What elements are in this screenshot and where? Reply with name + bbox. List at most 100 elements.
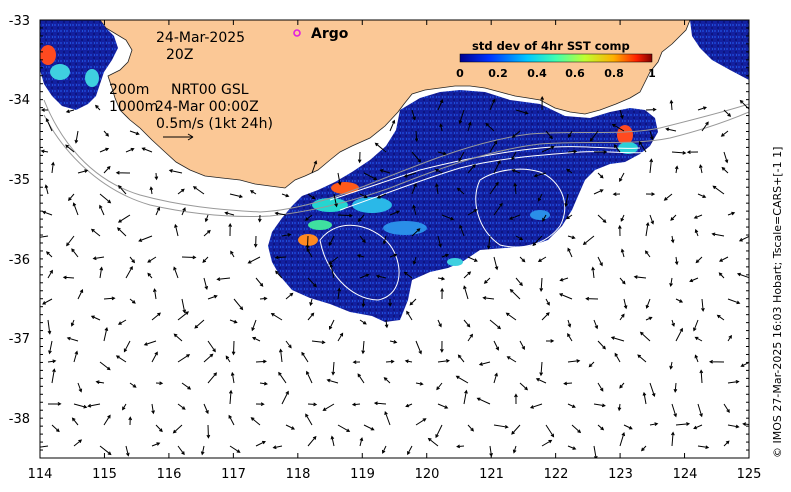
current-arrow — [281, 193, 290, 198]
x-axis-labels: 114 115 116 117 118 119 120 121 122 123 … — [28, 467, 762, 482]
current-arrow — [274, 211, 287, 216]
current-arrow — [129, 298, 136, 304]
current-arrow — [675, 298, 684, 303]
current-arrow — [673, 382, 678, 393]
current-arrow — [567, 333, 573, 342]
current-arrow — [611, 123, 625, 132]
current-arrow — [699, 369, 704, 384]
current-arrow — [90, 228, 101, 237]
current-arrow — [151, 351, 158, 363]
current-arrow — [412, 256, 417, 265]
current-arrow — [255, 440, 266, 447]
current-arrow — [485, 122, 495, 132]
current-arrow — [407, 445, 413, 456]
y-tick-label: -33 — [9, 14, 30, 29]
current-arrow — [125, 445, 130, 457]
current-arrow — [99, 193, 112, 204]
current-arrow — [406, 310, 413, 321]
current-arrow — [457, 354, 465, 363]
current-arrow — [307, 312, 315, 321]
current-arrow — [539, 361, 544, 377]
current-arrow — [285, 292, 294, 300]
current-arrow — [151, 312, 161, 321]
current-arrow — [748, 408, 749, 409]
current-arrow — [441, 253, 450, 258]
current-arrow — [375, 274, 387, 279]
current-arrow — [65, 144, 75, 153]
current-arrow — [77, 288, 84, 300]
current-arrow — [435, 182, 439, 195]
current-arrow — [519, 256, 526, 263]
current-arrow — [99, 445, 112, 456]
current-arrow — [412, 204, 417, 216]
current-arrow — [117, 214, 131, 223]
current-arrow — [363, 172, 378, 180]
current-arrow — [115, 355, 127, 363]
current-arrow — [129, 256, 136, 264]
current-arrow — [623, 424, 633, 430]
current-arrow — [92, 256, 105, 261]
current-arrow — [597, 424, 605, 431]
current-arrow — [489, 319, 502, 330]
current-arrow — [593, 150, 608, 154]
current-arrow — [200, 445, 205, 456]
current-arrow — [727, 334, 732, 342]
current-arrow — [565, 214, 573, 220]
current-arrow — [307, 277, 317, 288]
current-arrow — [505, 312, 517, 321]
current-arrow — [309, 298, 313, 307]
current-arrow — [411, 182, 417, 195]
current-arrow — [509, 288, 521, 300]
sst-swath-east — [690, 20, 749, 80]
current-arrow — [203, 277, 209, 291]
current-arrow — [47, 319, 52, 335]
current-arrow — [357, 151, 362, 164]
current-arrow — [51, 368, 56, 384]
current-arrow — [70, 319, 75, 327]
current-arrow — [619, 109, 624, 120]
current-arrow — [304, 214, 313, 221]
current-arrow — [585, 296, 599, 301]
current-arrow — [532, 235, 543, 247]
current-arrow — [337, 332, 344, 342]
current-arrow — [77, 169, 89, 174]
current-arrow — [66, 336, 79, 342]
current-arrow — [415, 340, 422, 355]
current-arrow — [44, 184, 49, 195]
current-arrow — [645, 316, 653, 321]
current-arrow — [278, 348, 283, 363]
current-arrow — [415, 381, 424, 386]
current-arrow — [489, 98, 496, 111]
current-arrow — [515, 235, 524, 241]
current-arrow — [493, 424, 509, 429]
current-arrow — [357, 214, 365, 222]
current-arrow — [48, 340, 53, 355]
current-arrow — [545, 424, 555, 438]
current-arrow — [305, 370, 313, 384]
current-arrow — [738, 235, 749, 242]
current-arrow — [249, 190, 257, 195]
current-arrow — [701, 121, 709, 132]
depth-1000-label: 1000m — [109, 99, 158, 115]
current-arrow — [149, 186, 154, 195]
current-arrow — [47, 269, 53, 279]
current-arrow — [593, 403, 606, 408]
current-arrow — [177, 188, 185, 195]
current-arrow — [382, 445, 387, 454]
current-arrow — [613, 144, 621, 153]
current-arrow — [541, 439, 553, 447]
current-arrow — [750, 439, 757, 446]
current-arrow — [437, 319, 442, 328]
current-arrow — [103, 165, 111, 174]
x-tick-label: 115 — [92, 467, 117, 482]
y-axis-labels: -33 -34 -35 -36 -37 -38 — [9, 14, 30, 427]
current-arrow — [359, 437, 364, 447]
current-arrow — [359, 273, 370, 279]
current-arrow — [597, 214, 607, 223]
current-arrow — [515, 277, 523, 287]
current-arrow — [456, 187, 465, 195]
current-arrow — [440, 340, 444, 353]
current-arrow — [489, 140, 498, 153]
current-arrow — [645, 221, 650, 237]
current-arrow — [563, 381, 573, 386]
